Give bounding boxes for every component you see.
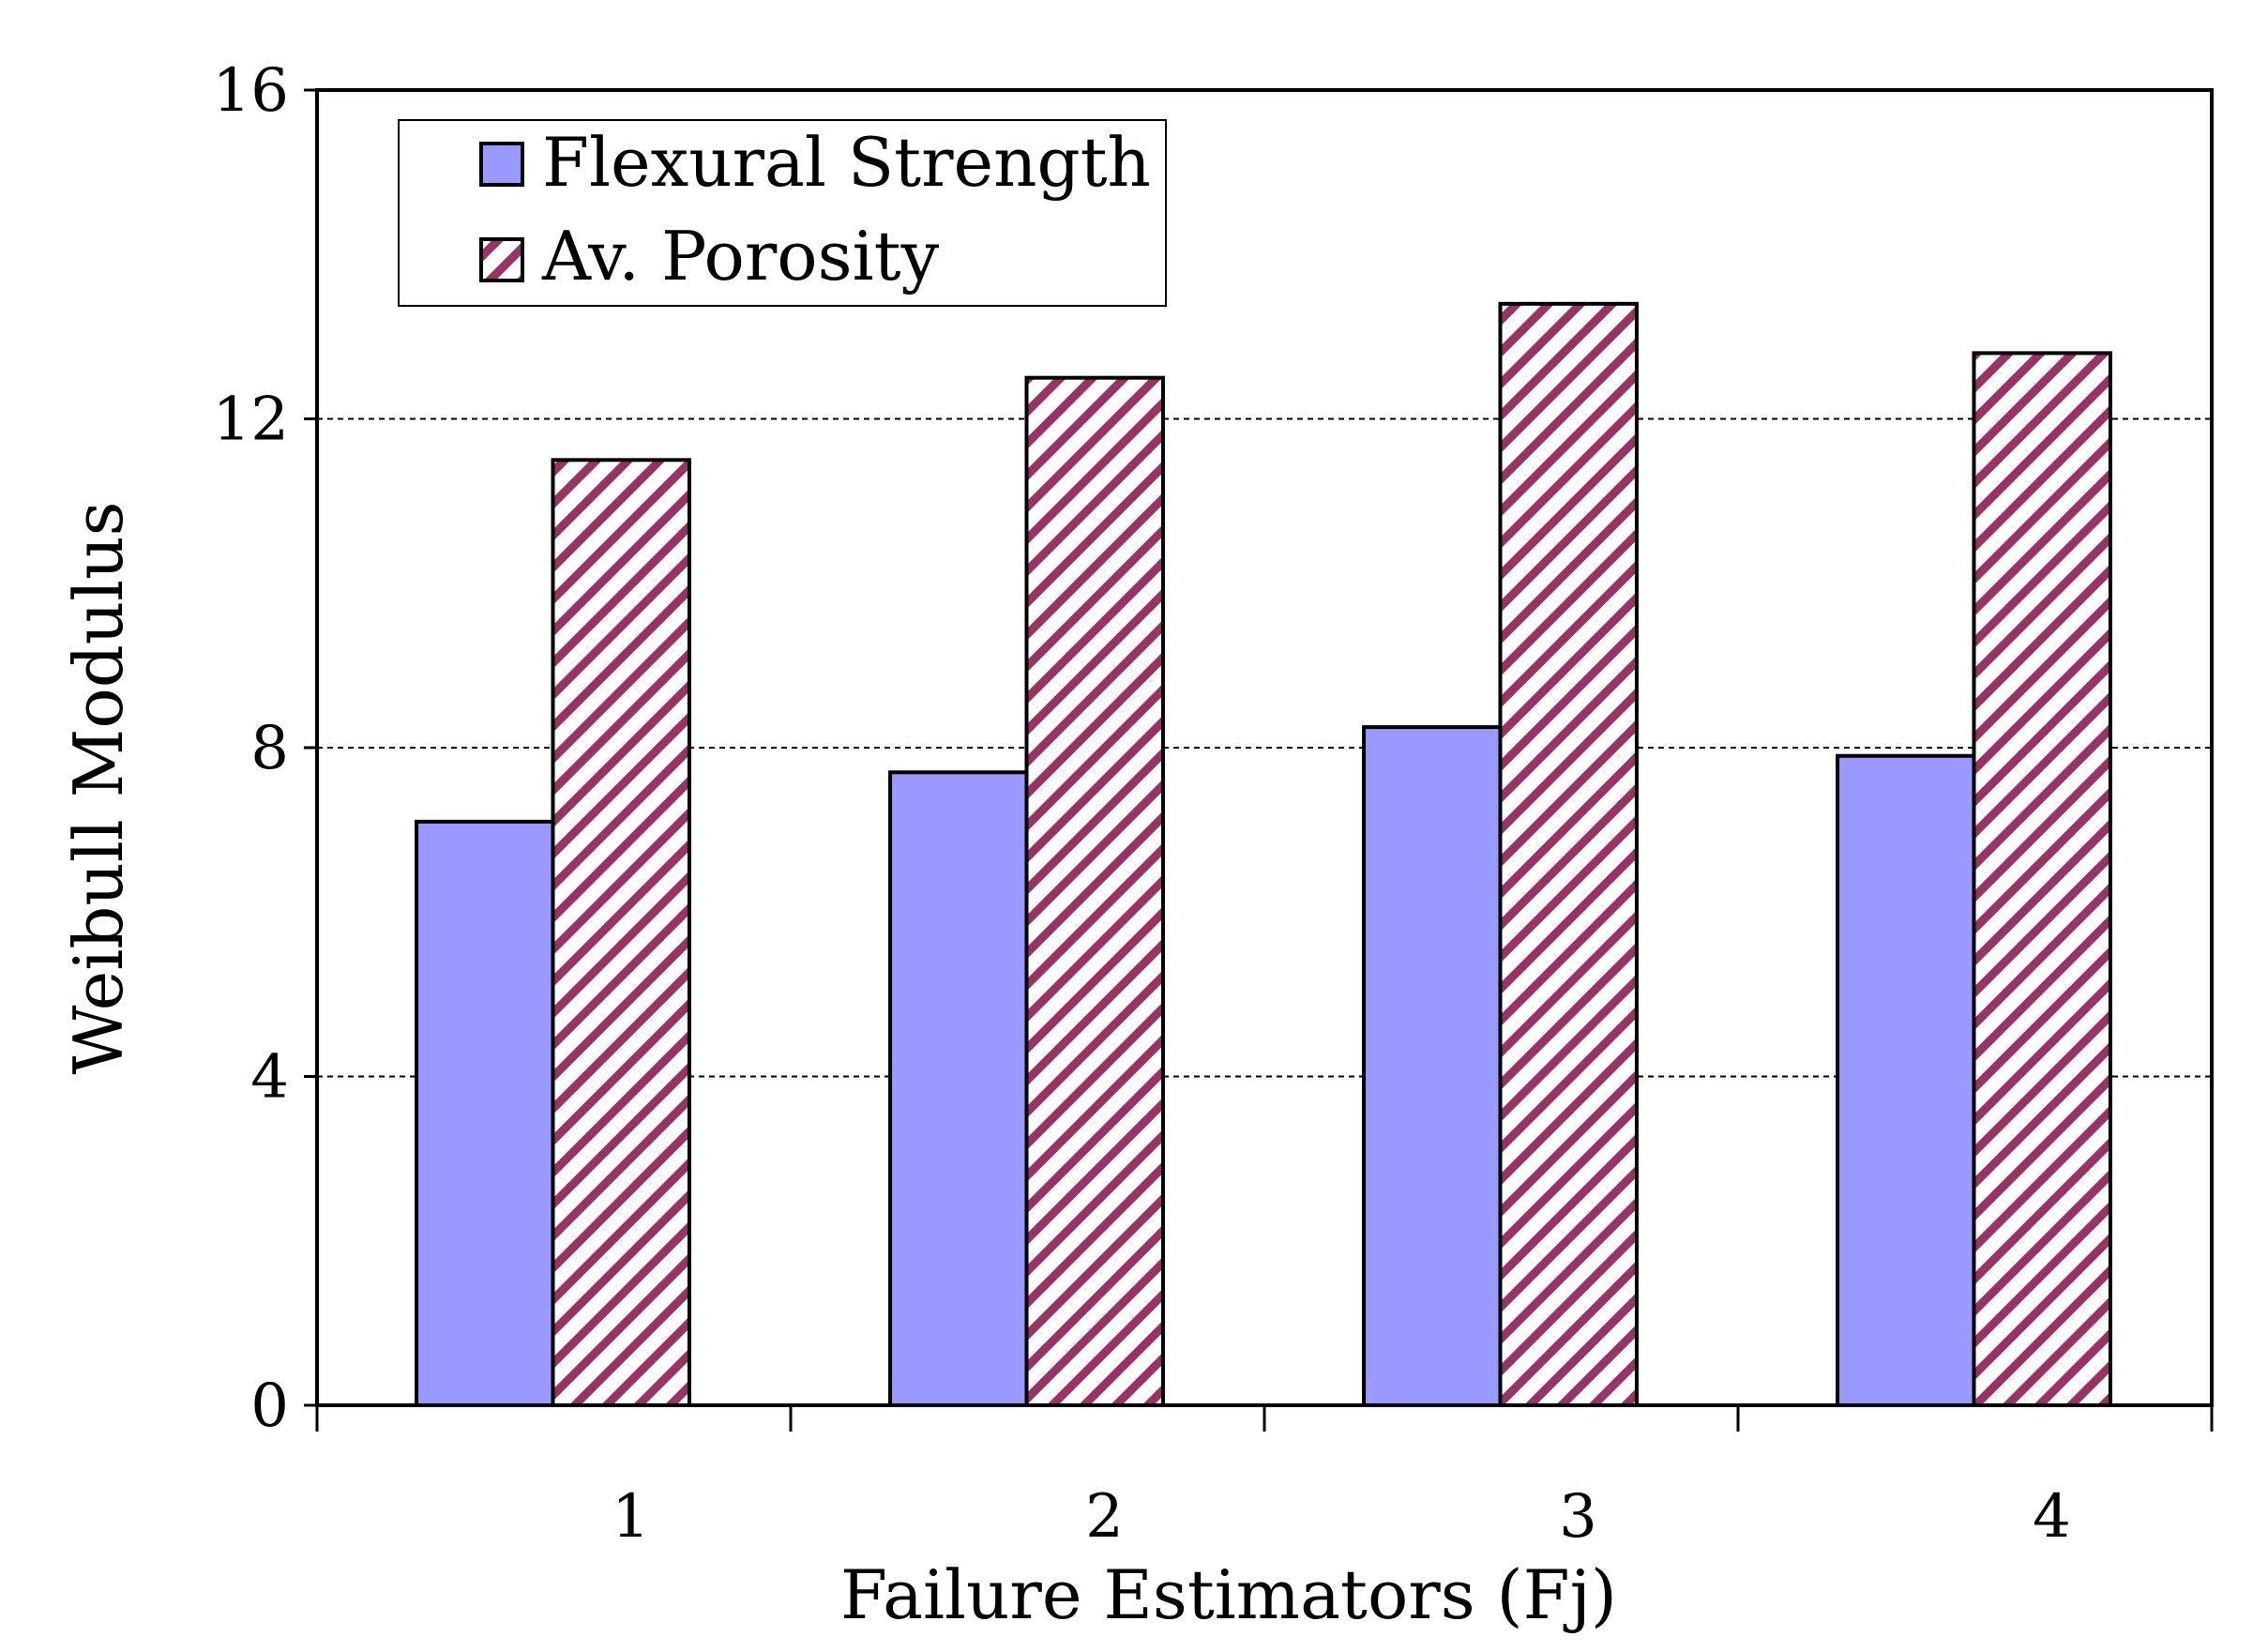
y-tick-label: 4 [250, 1043, 289, 1113]
x-tick-label: 4 [2033, 1482, 2071, 1552]
y-tick-label: 0 [250, 1372, 289, 1441]
y-tick-label: 8 [250, 714, 289, 783]
bar-flexural-strength-1 [415, 819, 555, 1407]
bar-av-porosity-3 [1498, 301, 1639, 1408]
legend-swatch-flexural-strength [479, 142, 524, 187]
bars [415, 301, 2112, 1408]
bar-flexural-strength-3 [1362, 725, 1503, 1407]
x-axis-title: Failure Estimators (Fj) [840, 1555, 1617, 1634]
bar-av-porosity-4 [1972, 351, 2112, 1407]
legend: Flexural Strength Av. Porosity [398, 119, 1167, 307]
y-tick-label: 16 [213, 56, 289, 126]
legend-box [398, 119, 1167, 307]
legend-swatch-av-porosity [479, 237, 524, 282]
y-tick-label: 12 [213, 386, 289, 455]
y-axis-title: Weibull Modulus [59, 501, 138, 1074]
x-tick-label: 1 [612, 1482, 650, 1552]
bar-flexural-strength-4 [1836, 753, 1976, 1407]
x-tick-label: 2 [1085, 1482, 1124, 1552]
bar-flexural-strength-2 [888, 770, 1029, 1407]
x-tick-label: 3 [1559, 1482, 1597, 1552]
bar-av-porosity-2 [1024, 375, 1165, 1407]
legend-label-flexural-strength: Flexural Strength [542, 123, 1151, 202]
bar-av-porosity-1 [551, 458, 691, 1407]
legend-label-av-porosity: Av. Porosity [541, 217, 940, 296]
